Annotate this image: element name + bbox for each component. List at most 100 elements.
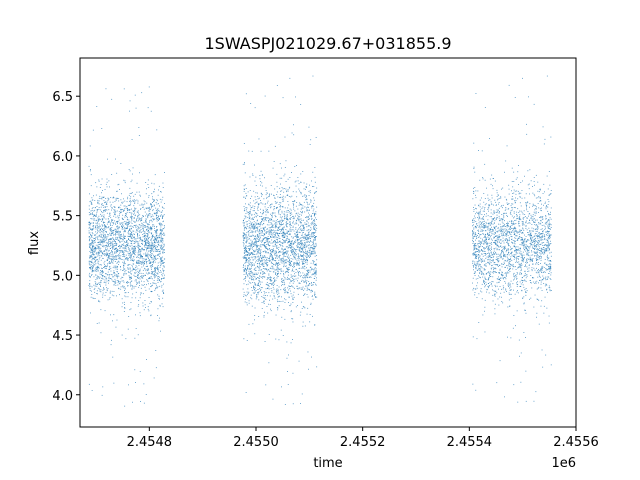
data-point: [105, 276, 107, 278]
data-point: [282, 250, 284, 252]
data-point: [284, 249, 286, 250]
data-point: [243, 222, 245, 224]
data-point: [276, 223, 278, 225]
data-point: [284, 318, 286, 320]
data-point: [114, 267, 116, 269]
data-point: [114, 243, 116, 244]
data-point: [108, 241, 110, 242]
data-point: [134, 225, 136, 226]
data-point: [146, 188, 147, 190]
data-point: [255, 213, 257, 214]
data-point: [256, 251, 258, 253]
data-point: [117, 231, 119, 233]
data-point: [302, 237, 304, 239]
data-point: [303, 230, 305, 231]
data-point: [257, 215, 259, 216]
data-point: [94, 269, 96, 271]
data-point: [259, 222, 261, 224]
data-point: [102, 237, 104, 238]
data-point: [282, 195, 284, 197]
data-point: [248, 232, 250, 234]
data-point: [268, 292, 270, 294]
data-point: [107, 258, 109, 260]
data-point: [290, 243, 292, 244]
data-point: [252, 265, 254, 266]
data-point: [278, 262, 280, 264]
data-point: [155, 287, 157, 289]
data-point: [142, 285, 144, 286]
data-point: [90, 234, 91, 236]
data-point: [301, 279, 303, 281]
data-point: [296, 254, 297, 256]
data-point: [95, 226, 97, 228]
data-point: [105, 236, 107, 238]
data-point: [294, 258, 296, 260]
data-point: [133, 256, 135, 258]
data-point: [111, 274, 113, 276]
data-point: [255, 290, 257, 291]
data-point: [262, 203, 264, 205]
data-point: [304, 279, 306, 281]
data-point: [112, 356, 114, 358]
data-point: [96, 206, 98, 207]
data-point: [124, 307, 126, 309]
data-point: [254, 227, 256, 229]
data-point: [116, 221, 117, 223]
data-point: [99, 218, 101, 220]
data-point: [306, 254, 308, 256]
data-point: [285, 265, 287, 267]
data-point: [108, 240, 109, 242]
data-point: [146, 266, 148, 267]
data-point: [109, 253, 111, 254]
data-point: [134, 237, 135, 238]
data-point: [271, 234, 273, 235]
data-point: [92, 228, 94, 230]
data-point: [267, 243, 269, 245]
data-point: [292, 282, 294, 284]
data-point: [159, 237, 160, 239]
data-point: [269, 261, 271, 262]
data-point: [99, 288, 100, 290]
data-point: [293, 251, 295, 252]
data-point: [106, 280, 108, 282]
data-point: [162, 240, 164, 242]
data-point: [97, 231, 98, 233]
data-point: [315, 279, 317, 281]
data-point: [287, 238, 289, 240]
data-point: [147, 242, 149, 244]
data-point: [288, 241, 290, 242]
data-point: [106, 202, 107, 204]
data-point: [117, 248, 119, 250]
data-point: [98, 260, 100, 262]
data-point: [127, 235, 129, 237]
data-point: [137, 244, 139, 246]
data-point: [311, 253, 313, 255]
data-point: [121, 244, 123, 246]
data-point: [244, 265, 246, 267]
data-point: [140, 237, 142, 239]
data-point: [120, 288, 122, 290]
data-point: [128, 254, 130, 256]
data-point: [159, 251, 160, 252]
data-point: [109, 290, 111, 292]
data-point: [133, 225, 135, 226]
data-point: [303, 226, 305, 228]
data-point: [126, 225, 128, 226]
data-point: [122, 235, 124, 237]
data-point: [284, 196, 286, 198]
data-point: [124, 200, 126, 202]
data-point: [273, 234, 275, 236]
data-point: [300, 254, 301, 256]
data-point: [117, 217, 119, 219]
data-point: [281, 187, 283, 188]
data-point: [118, 200, 120, 202]
data-point: [89, 289, 91, 291]
data-point: [161, 223, 162, 225]
data-point: [89, 225, 91, 227]
data-point: [305, 255, 307, 257]
data-point: [89, 244, 91, 245]
data-point: [255, 243, 257, 245]
data-point: [102, 294, 104, 296]
data-point: [262, 213, 264, 215]
data-point: [278, 212, 279, 214]
